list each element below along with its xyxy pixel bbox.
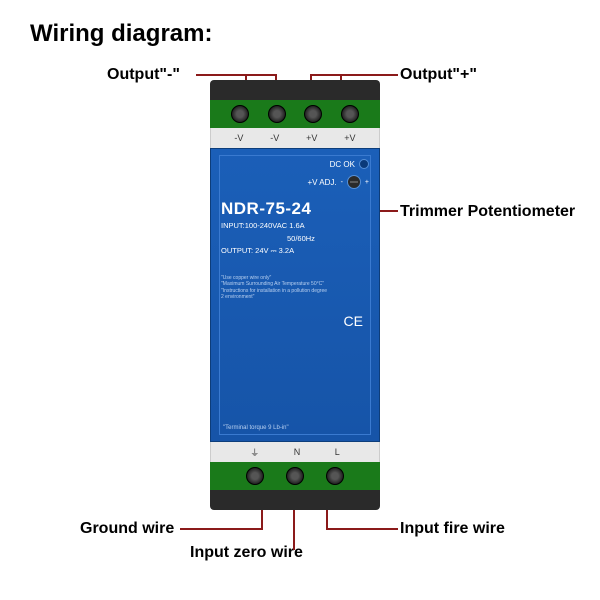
callout-ground: Ground wire: [80, 520, 174, 538]
lead-line: [326, 528, 398, 530]
callout-output-neg: Output"-": [107, 66, 180, 84]
screw-icon: [286, 467, 304, 485]
adj-label: +V ADJ.: [307, 178, 336, 187]
freq-spec: 50/60Hz: [221, 234, 369, 245]
adj-row: +V ADJ. - +: [221, 175, 369, 189]
lead-line: [340, 74, 398, 76]
potentiometer-icon: [347, 175, 361, 189]
callout-zero: Input zero wire: [190, 544, 303, 562]
terminal-label: +V: [344, 133, 355, 143]
input-spec: INPUT:100-240VAC 1.6A: [221, 221, 369, 232]
terminal-label: L: [335, 447, 340, 457]
adj-plus: +: [365, 179, 369, 186]
terminal-label: -V: [234, 133, 243, 143]
callout-output-pos: Output"+": [400, 66, 477, 84]
lead-line: [180, 528, 263, 530]
screw-icon: [246, 467, 264, 485]
adj-minus: -: [341, 179, 343, 186]
device-body: DC OK +V ADJ. - + NDR-75-24 INPUT:100-24…: [210, 148, 380, 442]
lead-line: [196, 74, 246, 76]
bottom-cap: [210, 490, 380, 510]
input-terminal-labels: ⏚ N L: [210, 442, 380, 462]
screw-icon: [231, 105, 249, 123]
dc-ok-label: DC OK: [330, 160, 355, 169]
fine-print: "Use copper wire only" "Maximum Surround…: [221, 275, 369, 301]
output-spec: OUTPUT: 24V ⎓ 3.2A: [221, 246, 369, 257]
dc-ok-row: DC OK: [221, 159, 369, 169]
screw-icon: [326, 467, 344, 485]
screw-icon: [268, 105, 286, 123]
lead-line: [310, 74, 342, 76]
lead-line: [245, 74, 277, 76]
ce-mark: CE: [221, 313, 369, 329]
input-terminal-block: [210, 462, 380, 490]
terminal-label: -V: [270, 133, 279, 143]
screw-icon: [341, 105, 359, 123]
diagram-title: Wiring diagram:: [30, 20, 212, 48]
bottom-torque-note: "Terminal torque 9 Lb-in": [223, 425, 289, 431]
screw-icon: [304, 105, 322, 123]
terminal-label: ⏚: [250, 446, 259, 459]
terminal-label: +V: [306, 133, 317, 143]
model-number: NDR-75-24: [221, 199, 369, 219]
fine-print-line: 2 environment": [221, 294, 369, 301]
power-supply-device: -V -V +V +V Terminal torque 9 Lb-in DC O…: [210, 80, 380, 510]
callout-fire: Input fire wire: [400, 520, 505, 538]
top-cap: [210, 80, 380, 100]
led-icon: [359, 159, 369, 169]
output-terminal-labels: -V -V +V +V Terminal torque 9 Lb-in: [210, 128, 380, 148]
output-terminal-block: [210, 100, 380, 128]
terminal-label: N: [294, 447, 301, 457]
callout-trimmer: Trimmer Potentiometer: [400, 203, 575, 221]
